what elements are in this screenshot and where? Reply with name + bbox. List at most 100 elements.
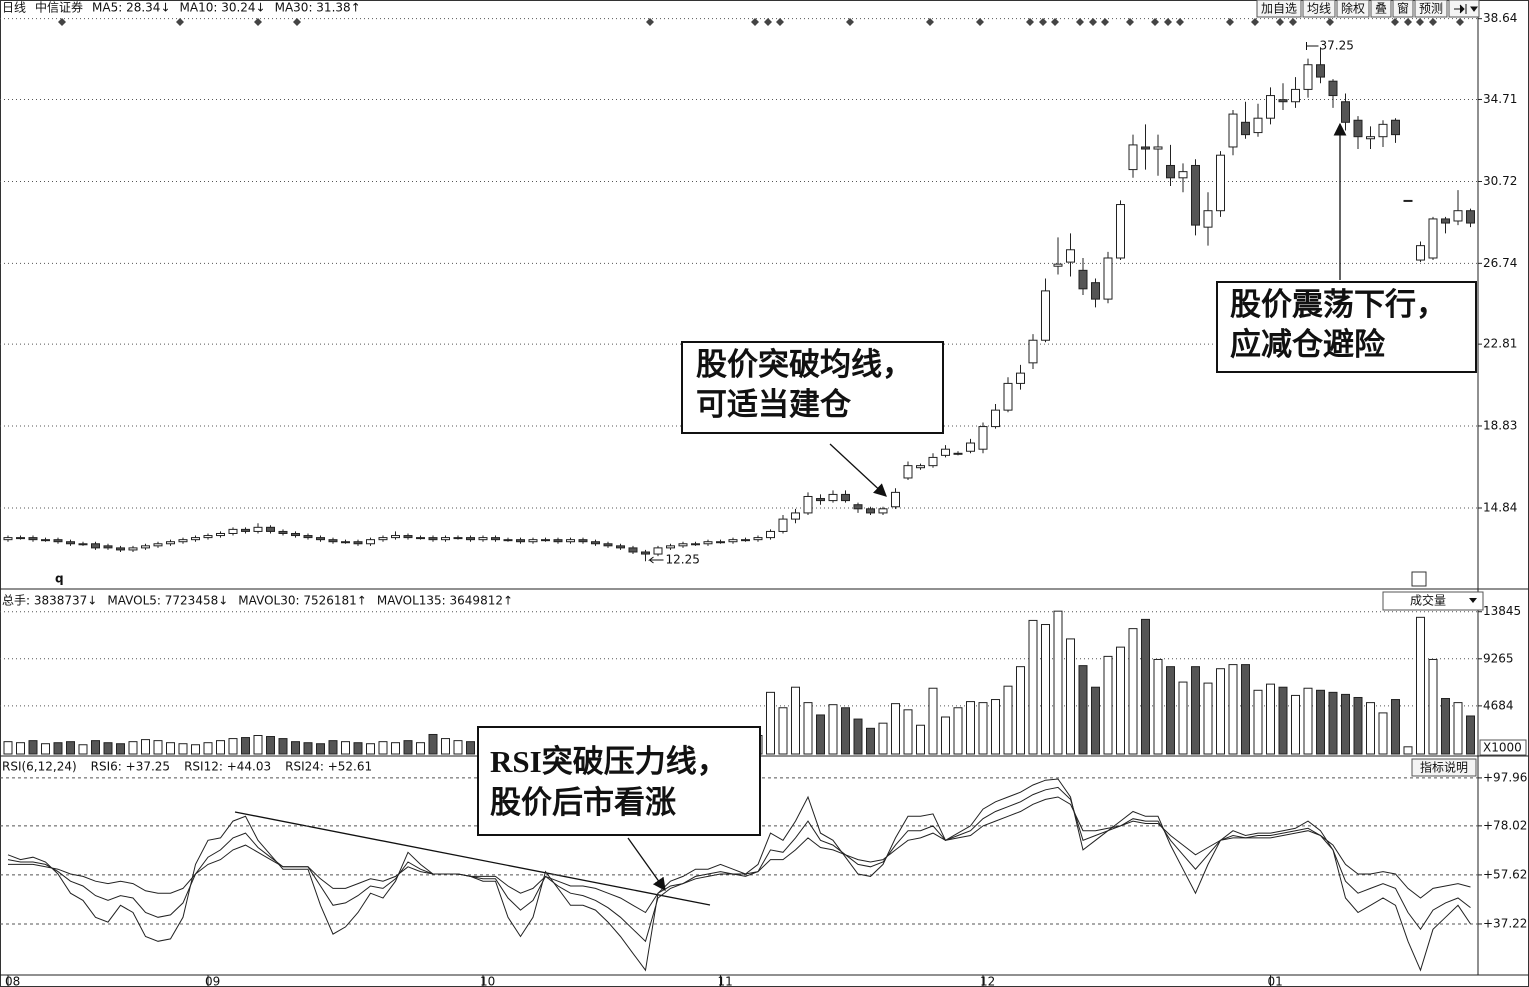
- rsi-line: [8, 796, 1471, 914]
- candle-body: [716, 541, 725, 544]
- candle-body: [78, 543, 88, 546]
- toolbar-button-label[interactable]: 窗: [1397, 2, 1409, 16]
- toolbar-button-label[interactable]: 预测: [1419, 2, 1443, 16]
- min-price-label: 12.25: [666, 553, 700, 567]
- candle-body: [166, 541, 175, 545]
- toolbar-button[interactable]: [1336, 0, 1370, 18]
- candle-body: [378, 537, 388, 541]
- toolbar-button-label[interactable]: 叠: [1375, 2, 1387, 16]
- indicator-help-button[interactable]: [1411, 758, 1477, 777]
- indicator-selector-label[interactable]: 成交量: [1410, 593, 1446, 608]
- candle-body: [1403, 199, 1413, 202]
- volume-bar: [278, 738, 288, 755]
- candle-body: [903, 465, 913, 479]
- indicator-label: RSI12: +44.03: [184, 760, 271, 774]
- toolbar-button[interactable]: [1414, 0, 1448, 18]
- callout-text: 可适当建仓: [696, 387, 852, 422]
- event-marker: [1151, 18, 1159, 26]
- event-marker: [1089, 18, 1097, 26]
- indicator-help-label[interactable]: 指标说明: [1420, 760, 1468, 775]
- candle-body: [553, 539, 563, 543]
- volume-bar: [1353, 696, 1363, 755]
- rsi-line: [7, 778, 1471, 972]
- toolbar-button[interactable]: [1392, 0, 1414, 18]
- indicator-selector[interactable]: [1382, 591, 1484, 611]
- volume-bar: [1228, 664, 1238, 755]
- event-marker: [1039, 18, 1047, 26]
- toolbar-button-label[interactable]: 加自选: [1261, 2, 1297, 16]
- x-tick-label: 10: [480, 975, 495, 987]
- event-marker: [926, 18, 934, 26]
- volume-bar: [1366, 702, 1375, 755]
- y-tick-label: +97.96: [1483, 770, 1527, 784]
- volume-bar: [378, 741, 388, 755]
- candle-body: [691, 543, 700, 546]
- candle-body: [116, 547, 125, 551]
- volume-bar: [916, 724, 925, 755]
- event-marker: [1391, 18, 1399, 26]
- indicator-label: MA5: 28.34↓: [92, 1, 170, 15]
- volume-bar: [1091, 686, 1100, 755]
- volume-bar: [791, 686, 800, 755]
- candle-body: [816, 498, 825, 502]
- volume-bar: [66, 741, 75, 755]
- indicator-label: MA10: 30.24↓: [180, 1, 266, 15]
- event-marker: [751, 18, 759, 26]
- event-marker: [1276, 18, 1284, 26]
- volume-bar: [1016, 666, 1025, 755]
- candle-body: [828, 493, 838, 502]
- candle-body: [1141, 146, 1150, 150]
- candle-body: [853, 504, 863, 510]
- y-tick-label: 13845: [1483, 604, 1521, 618]
- event-marker: [1176, 18, 1184, 26]
- candle-body: [1416, 245, 1425, 261]
- candle-body: [416, 537, 425, 540]
- candle-body: [566, 539, 575, 543]
- candle-body: [1366, 136, 1375, 140]
- candle-body: [391, 535, 400, 539]
- y-tick-label: 4684: [1483, 698, 1514, 712]
- candle-body: [1028, 339, 1038, 364]
- indicator-label: MAVOL135: 3649812↑: [377, 594, 513, 608]
- toolbar-icon-glyph: [1454, 4, 1478, 14]
- candle-body: [766, 530, 775, 539]
- volume-bar: [466, 741, 475, 755]
- candle-body: [603, 543, 613, 547]
- candle-body: [1053, 263, 1063, 267]
- candle-body: [1191, 164, 1200, 226]
- candle-body: [916, 465, 925, 469]
- indicator-label: 中信证券: [35, 0, 83, 15]
- candle-body: [53, 539, 63, 543]
- candle-body: [966, 442, 975, 452]
- x-tick-label: 09: [205, 975, 220, 987]
- max-price-label: 37.25: [1320, 39, 1354, 53]
- candle-body: [1203, 210, 1213, 228]
- toolbar-button-label[interactable]: 均线: [1307, 2, 1331, 16]
- candle-body: [1116, 204, 1125, 259]
- volume-bar: [1241, 664, 1250, 755]
- candle-body: [778, 518, 788, 532]
- volume-bar: [1128, 628, 1138, 755]
- volume-bar: [1416, 616, 1425, 755]
- volume-bar: [453, 740, 463, 755]
- candle-body: [1253, 117, 1263, 134]
- event-marker: [58, 18, 66, 26]
- toolbar-button[interactable]: [1256, 0, 1302, 18]
- toolbar-button[interactable]: [1302, 0, 1336, 18]
- volume-bar: [1003, 685, 1013, 755]
- candle-body: [1278, 99, 1288, 103]
- event-marker: [776, 18, 784, 26]
- extreme-pointer: [648, 556, 664, 564]
- toolbar-button-label[interactable]: 除权: [1341, 1, 1365, 16]
- candle-body: [66, 541, 75, 545]
- event-marker: [1051, 18, 1059, 26]
- trend-line: [234, 811, 711, 906]
- event-marker: [846, 18, 854, 26]
- volume-bar: [1328, 691, 1338, 755]
- candle-body: [678, 543, 688, 547]
- candle-body: [1441, 218, 1450, 224]
- volume-bar: [1378, 712, 1388, 755]
- volume-bar: [428, 733, 438, 755]
- candle-body: [1166, 164, 1175, 179]
- toolbar-button[interactable]: [1370, 0, 1392, 18]
